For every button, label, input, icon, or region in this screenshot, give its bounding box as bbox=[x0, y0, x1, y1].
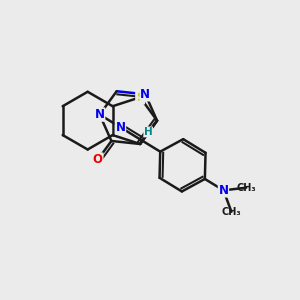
Text: S: S bbox=[136, 91, 144, 104]
Text: N: N bbox=[140, 88, 150, 101]
Text: N: N bbox=[116, 121, 125, 134]
Text: CH₃: CH₃ bbox=[222, 207, 241, 217]
Text: N: N bbox=[95, 108, 105, 121]
Text: CH₃: CH₃ bbox=[236, 183, 256, 193]
Text: H: H bbox=[144, 127, 153, 137]
Text: N: N bbox=[218, 184, 229, 197]
Text: O: O bbox=[93, 153, 103, 166]
